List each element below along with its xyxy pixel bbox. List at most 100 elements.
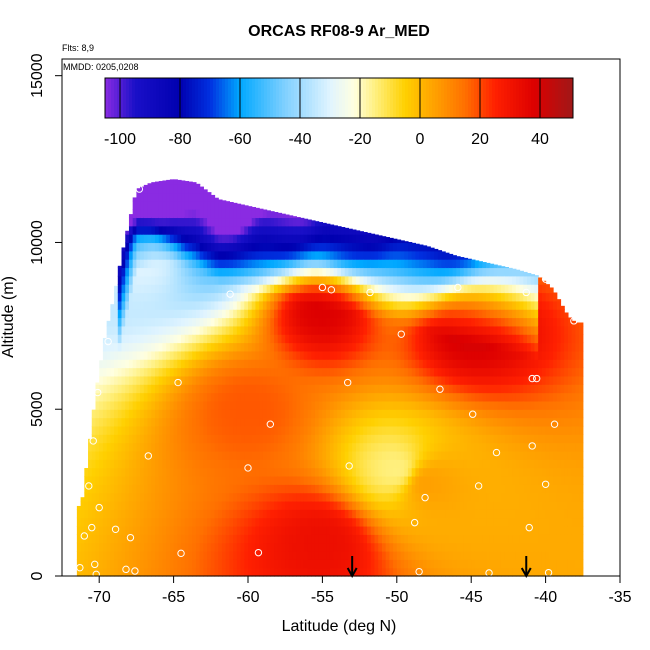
heatmap-cell: [404, 475, 409, 485]
heatmap-cell: [270, 409, 275, 419]
heatmap-cell: [128, 225, 134, 235]
heatmap-cell: [337, 325, 342, 335]
chart-title: ORCAS RF08-9 Ar_MED: [248, 23, 430, 40]
heatmap-cell: [471, 275, 476, 285]
heatmap-cell: [218, 459, 223, 469]
heatmap-cell: [248, 525, 253, 535]
heatmap-cell: [326, 309, 331, 319]
heatmap-cell: [344, 500, 350, 510]
heatmap-cell: [422, 300, 428, 310]
heatmap-cell: [497, 425, 502, 435]
heatmap-cell: [419, 425, 424, 435]
heatmap-cell: [422, 375, 428, 385]
heatmap-cell: [512, 425, 517, 435]
heatmap-cell: [415, 467, 420, 477]
heatmap-cell: [281, 213, 286, 219]
heatmap-cell: [508, 525, 513, 535]
heatmap-cell: [132, 525, 137, 535]
heatmap-cell: [508, 534, 513, 544]
heatmap-cell: [303, 409, 309, 419]
heatmap-cell: [188, 534, 193, 544]
heatmap-cell: [422, 459, 428, 469]
heatmap-cell: [515, 400, 521, 410]
heatmap-cell: [333, 225, 338, 227]
heatmap-cell: [221, 417, 227, 427]
heatmap-cell: [236, 559, 242, 569]
heatmap-cell: [114, 367, 119, 377]
heatmap-cell: [512, 492, 517, 502]
heatmap-cell: [114, 434, 119, 444]
heatmap-cell: [184, 267, 190, 277]
heatmap-cell: [147, 317, 152, 327]
heatmap-cell: [173, 359, 178, 369]
heatmap-cell: [281, 467, 286, 477]
heatmap-cell: [132, 259, 137, 269]
heatmap-cell: [448, 309, 454, 319]
heatmap-cell: [277, 409, 283, 419]
heatmap-cell: [378, 284, 383, 294]
heatmap-cell: [318, 325, 323, 335]
heatmap-cell: [434, 550, 439, 560]
heatmap-cell: [143, 225, 149, 235]
heatmap-cell: [508, 500, 513, 510]
heatmap-cell: [500, 292, 506, 302]
heatmap-cell: [292, 517, 297, 527]
heatmap-cell: [341, 325, 346, 335]
heatmap-cell: [155, 425, 160, 435]
heatmap-cell: [229, 300, 234, 310]
heatmap-cell: [99, 567, 104, 577]
heatmap-cell: [169, 542, 175, 552]
heatmap-cell: [166, 525, 171, 535]
heatmap-cell: [344, 400, 350, 410]
heatmap-cell: [266, 459, 271, 469]
heatmap-cell: [318, 309, 323, 319]
heatmap-cell: [452, 517, 457, 527]
heatmap-cell: [203, 542, 208, 552]
heatmap-cell: [419, 400, 424, 410]
heatmap-cell: [218, 234, 223, 244]
heatmap-cell: [474, 409, 480, 419]
heatmap-cell: [486, 300, 491, 310]
heatmap-cell: [244, 359, 249, 369]
heatmap-cell: [91, 484, 97, 494]
heatmap-cell: [102, 550, 108, 560]
heatmap-cell: [478, 261, 483, 269]
heatmap-cell: [370, 325, 376, 335]
heatmap-cell: [225, 309, 230, 319]
heatmap-cell: [207, 192, 212, 194]
heatmap-cell: [158, 309, 164, 319]
heatmap-cell: [381, 517, 387, 527]
heatmap-cell: [333, 517, 338, 527]
heatmap-cell: [482, 417, 487, 427]
heatmap-cell: [463, 359, 469, 369]
heatmap-cell: [341, 492, 346, 502]
heatmap-cell: [125, 484, 130, 494]
heatmap-cell: [441, 475, 446, 485]
heatmap-cell: [203, 284, 208, 294]
heatmap-cell: [300, 317, 305, 327]
heatmap-cell: [229, 475, 234, 485]
heatmap-cell: [244, 250, 249, 260]
heatmap-cell: [166, 392, 171, 402]
heatmap-cell: [311, 367, 316, 377]
heatmap-cell: [441, 525, 446, 535]
heatmap-cell: [88, 475, 93, 485]
heatmap-cell: [478, 559, 483, 569]
heatmap-cell: [147, 242, 152, 252]
heatmap-cell: [337, 350, 342, 360]
heatmap-cell: [233, 359, 238, 369]
heatmap-cell: [400, 509, 405, 519]
heatmap-cell: [474, 350, 480, 360]
heatmap-cell: [452, 425, 457, 435]
heatmap-cell: [151, 192, 156, 202]
heatmap-cell: [274, 359, 279, 369]
heatmap-cell: [173, 309, 178, 319]
heatmap-cell: [337, 475, 342, 485]
heatmap-cell: [166, 234, 171, 244]
heatmap-cell: [512, 317, 517, 327]
heatmap-cell: [288, 434, 294, 444]
heatmap-cell: [125, 450, 130, 460]
heatmap-cell: [311, 300, 316, 310]
heatmap-cell: [504, 284, 509, 294]
heatmap-cell: [381, 500, 387, 510]
